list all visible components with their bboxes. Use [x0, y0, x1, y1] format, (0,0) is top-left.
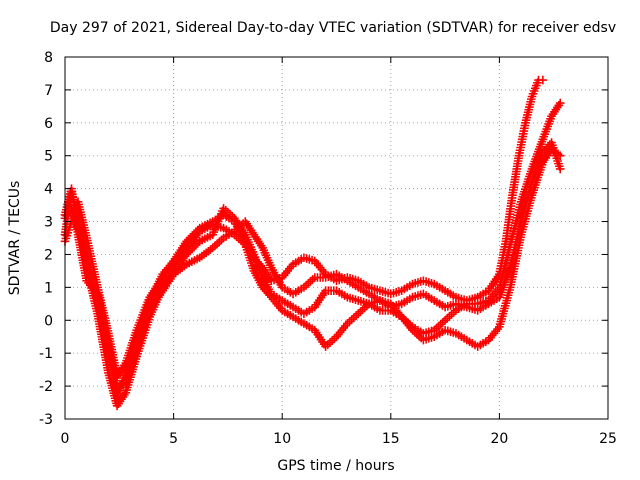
y-tick-label: 2: [44, 247, 53, 263]
x-tick-label: 5: [169, 431, 178, 447]
axis-ticks: [64, 56, 609, 420]
y-axis-label: SDTVAR / TECUs: [7, 181, 23, 296]
x-axis-label: GPS time / hours: [277, 458, 394, 474]
x-tick-label: 15: [382, 431, 400, 447]
y-tick-label: 7: [44, 83, 53, 99]
y-tick-labels: -3 -2 -1 0 1 2 3 4 5 6 7 8: [39, 50, 53, 428]
y-tick-label: 3: [44, 215, 53, 231]
series-track-2: [60, 98, 565, 411]
x-tick-label: 10: [273, 431, 291, 447]
x-tick-label: 25: [599, 431, 617, 447]
x-tick-label: 20: [490, 431, 508, 447]
data-point-marker: [555, 98, 565, 108]
y-tick-label: 5: [44, 149, 53, 165]
y-tick-label: 4: [44, 182, 53, 198]
y-tick-label: -1: [39, 346, 53, 362]
x-tick-labels: 0 5 10 15 20 25: [61, 431, 617, 447]
plot-frame: [64, 56, 609, 420]
y-tick-label: 8: [44, 50, 53, 66]
y-tick-label: 0: [44, 313, 53, 329]
y-tick-label: 6: [44, 116, 53, 132]
x-tick-label: 0: [61, 431, 70, 447]
chart-title: Day 297 of 2021, Sidereal Day-to-day VTE…: [50, 20, 616, 36]
series-track-4: [60, 138, 565, 391]
grid-lines: [65, 57, 608, 419]
y-tick-label: -2: [39, 379, 53, 395]
y-tick-label: 1: [44, 280, 53, 296]
data-point-marker: [555, 164, 565, 174]
data-series: [60, 75, 565, 411]
data-point-marker: [538, 75, 548, 85]
y-tick-label: -3: [39, 412, 53, 428]
